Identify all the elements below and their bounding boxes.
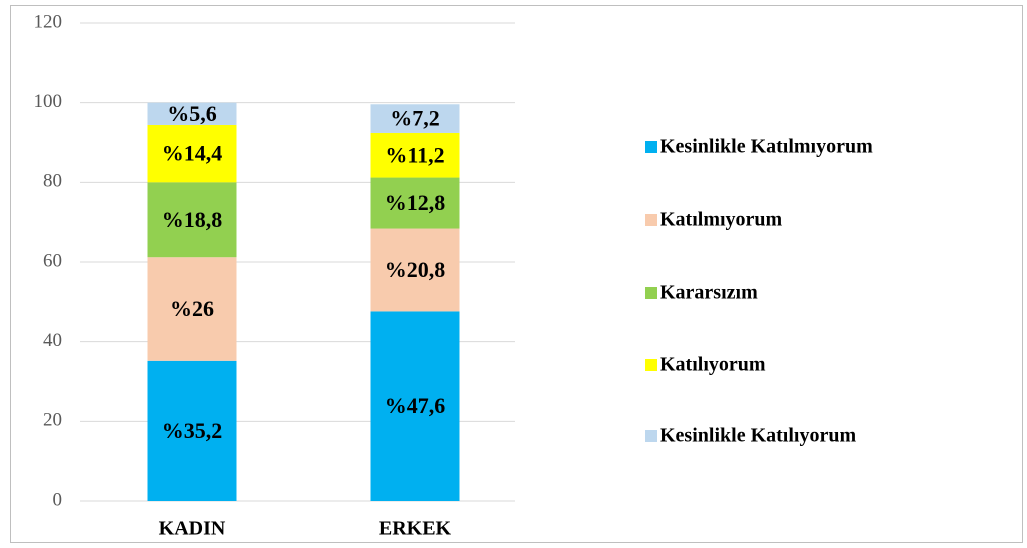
data-label: %14,4 bbox=[162, 141, 223, 166]
legend-label: Kesinlikle Katılıyorum bbox=[660, 425, 856, 447]
y-tick-label: 60 bbox=[43, 250, 62, 271]
y-tick-label: 20 bbox=[43, 410, 62, 431]
bar-segment bbox=[147, 182, 237, 258]
legend-swatch bbox=[645, 141, 657, 153]
legend-swatch bbox=[645, 359, 657, 371]
bar-segment bbox=[370, 104, 460, 133]
bar-segment bbox=[147, 360, 237, 501]
y-tick-label: 120 bbox=[34, 11, 63, 32]
legend-label: Kararsızım bbox=[660, 282, 758, 304]
data-label: %12,8 bbox=[385, 190, 446, 215]
y-tick-label: 0 bbox=[53, 489, 63, 510]
legend-swatch bbox=[645, 214, 657, 226]
data-label: %47,6 bbox=[385, 393, 446, 418]
bar-segment bbox=[370, 311, 460, 501]
y-tick-label: 40 bbox=[43, 330, 62, 351]
y-tick-label: 80 bbox=[43, 171, 62, 192]
data-label: %11,2 bbox=[385, 142, 444, 167]
legend-label: Katılıyorum bbox=[660, 354, 766, 376]
bar-segment bbox=[147, 124, 237, 183]
y-tick-label: 100 bbox=[34, 91, 63, 112]
data-label: %35,2 bbox=[162, 418, 223, 443]
bar-segment bbox=[370, 177, 460, 229]
legend-swatch bbox=[645, 430, 657, 442]
bar-segment bbox=[370, 132, 460, 178]
data-label: %5,6 bbox=[167, 101, 217, 126]
data-label: %26 bbox=[170, 296, 214, 321]
bar-segment bbox=[147, 102, 237, 125]
data-label: %20,8 bbox=[385, 257, 446, 282]
legend-swatch bbox=[645, 287, 657, 299]
legend-label: Katılmıyorum bbox=[660, 209, 783, 231]
data-label: %7,2 bbox=[390, 106, 440, 131]
bar-segment bbox=[147, 257, 237, 361]
x-tick-label: KADIN bbox=[159, 518, 226, 540]
legend-label: Kesinlikle Katılmıyorum bbox=[660, 136, 873, 158]
bar-segment bbox=[370, 228, 460, 312]
data-label: %18,8 bbox=[162, 207, 223, 232]
x-tick-label: ERKEK bbox=[379, 518, 452, 540]
